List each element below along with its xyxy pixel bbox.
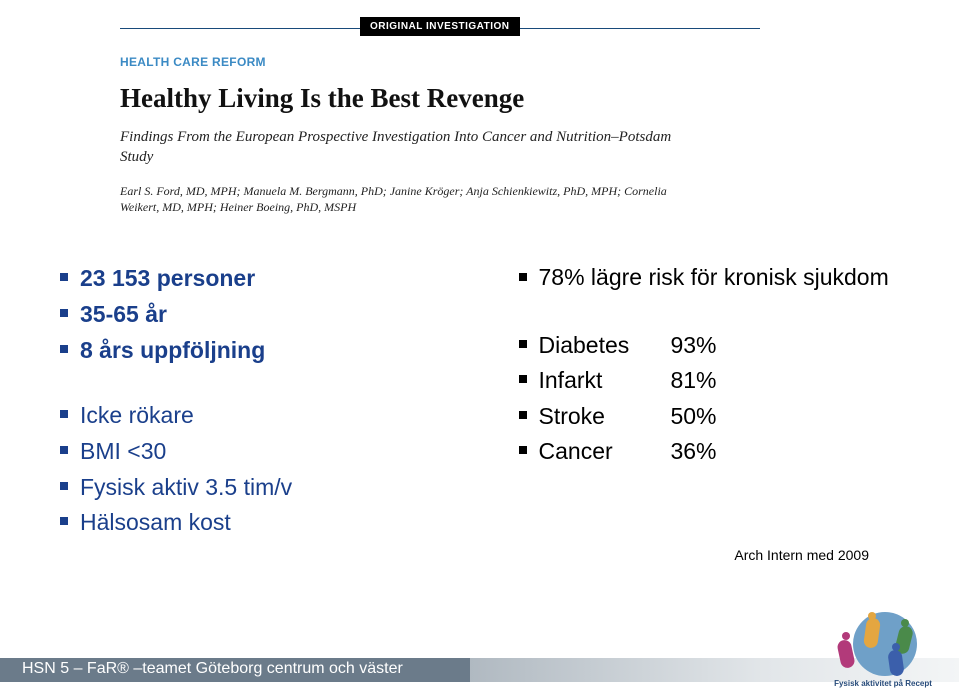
- health-care-reform-label: HEALTH CARE REFORM: [120, 55, 839, 69]
- disease-pct: 36%: [657, 434, 717, 470]
- overall-risk-list: 78% lägre risk för kronisk sjukdom: [513, 261, 902, 293]
- disease-pct: 50%: [657, 399, 717, 435]
- disease-label: Diabetes: [539, 328, 643, 364]
- header-rule: ORIGINAL INVESTIGATION: [120, 28, 760, 29]
- list-item: Diabetes 93%: [513, 328, 902, 364]
- footer-text: HSN 5 – FaR® –teamet Göteborg centrum oc…: [22, 660, 403, 678]
- logo-figure-head-icon: [842, 632, 850, 640]
- study-population-list: 23 153 personer 35-65 år 8 års uppföljni…: [54, 261, 443, 368]
- article-subtitle: Findings From the European Prospective I…: [120, 128, 680, 167]
- list-item: Hälsosam kost: [54, 505, 443, 541]
- article-header: ORIGINAL INVESTIGATION HEALTH CARE REFOR…: [0, 0, 959, 215]
- list-item: Stroke 50%: [513, 399, 902, 435]
- list-item: BMI <30: [54, 434, 443, 470]
- disease-label: Stroke: [539, 399, 643, 435]
- list-item: Infarkt 81%: [513, 363, 902, 399]
- disease-label: Cancer: [539, 434, 643, 470]
- content-columns: 23 153 personer 35-65 år 8 års uppföljni…: [0, 261, 959, 540]
- disease-pct: 81%: [657, 363, 717, 399]
- logo-caption: Fysisk aktivitet på Recept: [825, 679, 941, 688]
- citation: Arch Intern med 2009: [0, 547, 959, 563]
- list-item: 78% lägre risk för kronisk sjukdom: [513, 261, 902, 293]
- list-item: 8 års uppföljning: [54, 333, 443, 369]
- list-item: 35-65 år: [54, 297, 443, 333]
- left-column: 23 153 personer 35-65 år 8 års uppföljni…: [54, 261, 443, 540]
- list-item: Fysisk aktiv 3.5 tim/v: [54, 470, 443, 506]
- footer: HSN 5 – FaR® –teamet Göteborg centrum oc…: [0, 636, 959, 694]
- logo-figure-head-icon: [892, 643, 900, 651]
- original-investigation-badge: ORIGINAL INVESTIGATION: [360, 17, 520, 36]
- disease-label: Infarkt: [539, 363, 643, 399]
- article-title: Healthy Living Is the Best Revenge: [120, 83, 839, 114]
- right-column: 78% lägre risk för kronisk sjukdom Diabe…: [513, 261, 902, 540]
- article-authors: Earl S. Ford, MD, MPH; Manuela M. Bergma…: [120, 183, 680, 215]
- logo-figure-head-icon: [901, 619, 909, 627]
- list-item: Icke rökare: [54, 398, 443, 434]
- list-item: Cancer 36%: [513, 434, 902, 470]
- lifestyle-factors-list: Icke rökare BMI <30 Fysisk aktiv 3.5 tim…: [54, 398, 443, 541]
- list-item: 23 153 personer: [54, 261, 443, 297]
- disease-risk-list: Diabetes 93% Infarkt 81% Stroke 50% Cancer 3…: [513, 328, 902, 471]
- disease-pct: 93%: [657, 328, 717, 364]
- far-logo: Fysisk aktivitet på Recept: [825, 612, 941, 688]
- logo-figure-head-icon: [868, 612, 876, 620]
